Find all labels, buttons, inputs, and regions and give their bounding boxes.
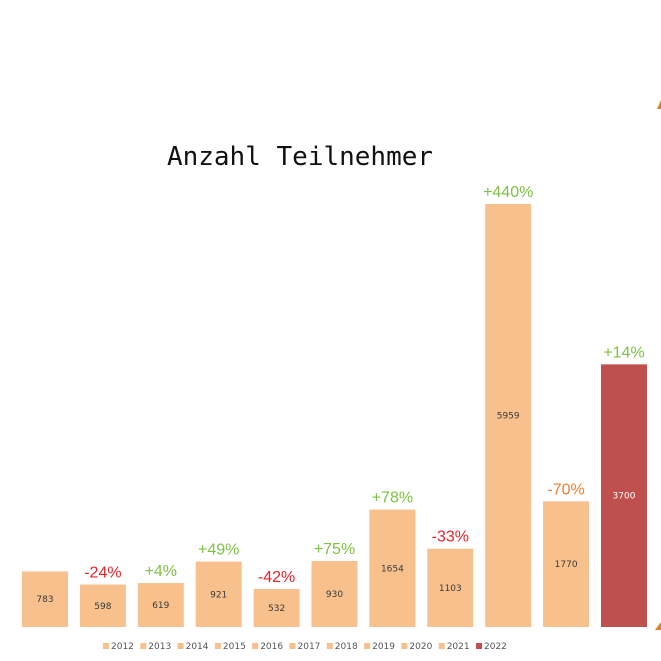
legend-swatch-2022 xyxy=(476,643,482,649)
legend-swatch-2013 xyxy=(140,643,147,649)
bar-value-label-2017: 930 xyxy=(326,590,343,600)
legend-label-2020: 2020 xyxy=(409,642,432,652)
legend-label-2019: 2019 xyxy=(372,642,395,652)
legend-swatch-2017 xyxy=(289,643,296,649)
bar-2012 xyxy=(22,571,68,627)
legend-swatch-2014 xyxy=(177,643,184,649)
legend-swatch-2015 xyxy=(214,643,221,649)
legend-swatch-2012 xyxy=(103,643,109,649)
legend-label-2014: 2014 xyxy=(186,642,209,652)
bar-2018 xyxy=(369,509,416,627)
bar-2014 xyxy=(137,583,184,627)
bar-2016 xyxy=(253,589,300,627)
legend-swatch-2019 xyxy=(364,643,371,649)
bar-value-label-2016: 532 xyxy=(268,604,285,614)
change-label-2014: +4% xyxy=(145,563,177,580)
edge-mark-top xyxy=(657,100,661,109)
change-label-2021: -70% xyxy=(547,481,584,498)
change-label-2022: +14% xyxy=(603,344,644,361)
bar-value-label-2021: 1770 xyxy=(555,560,578,570)
bar-value-label-2012: 783 xyxy=(36,595,53,605)
bar-2013 xyxy=(79,584,126,627)
bar-value-label-2013: 598 xyxy=(94,602,111,612)
change-label-2013: -24% xyxy=(84,565,121,582)
change-label-2020: +440% xyxy=(483,184,533,201)
chart-title: Anzahl Teilnehmer xyxy=(167,142,433,172)
legend-label-2022: 2022 xyxy=(484,642,507,652)
bar-2019 xyxy=(427,548,474,627)
legend-label-2013: 2013 xyxy=(148,642,171,652)
bar-value-label-2020: 5959 xyxy=(497,412,520,422)
bar-2022 xyxy=(601,364,647,627)
bar-2021 xyxy=(543,501,590,627)
change-label-2019: -33% xyxy=(432,529,469,546)
change-label-2016: -42% xyxy=(258,569,295,586)
bar-value-label-2015: 921 xyxy=(210,590,227,600)
edge-mark-bottom xyxy=(655,622,661,630)
legend-label-2015: 2015 xyxy=(223,642,246,652)
bar-2017 xyxy=(311,560,358,627)
change-label-2018: +78% xyxy=(372,490,413,507)
legend: 2012 2013 2014 2015 2016 2017 2018 2019 2020 2021… xyxy=(103,642,507,652)
change-label-2017: +75% xyxy=(314,541,355,558)
legend-swatch-2016 xyxy=(252,643,259,649)
bar-value-label-2022: 3700 xyxy=(613,492,636,502)
bar-value-label-2018: 1654 xyxy=(381,564,404,574)
legend-label-2016: 2016 xyxy=(260,642,283,652)
bar-value-label-2019: 1103 xyxy=(439,584,462,594)
bar-2020 xyxy=(485,204,532,627)
change-label-2015: +49% xyxy=(198,542,239,559)
legend-swatch-2018 xyxy=(326,643,333,649)
legend-label-2017: 2017 xyxy=(298,642,321,652)
legend-swatch-2020 xyxy=(401,643,408,649)
bars-group: 783 598 -24% 619 +4% 921 +49% 532 -42% 930 +75% 165… xyxy=(22,184,647,627)
legend-swatch-2021 xyxy=(438,643,445,649)
legend-label-2021: 2021 xyxy=(447,642,470,652)
legend-label-2018: 2018 xyxy=(335,642,358,652)
legend-label-2012: 2012 xyxy=(111,642,134,652)
bar-2015 xyxy=(195,561,242,627)
bar-value-label-2014: 619 xyxy=(152,601,169,611)
